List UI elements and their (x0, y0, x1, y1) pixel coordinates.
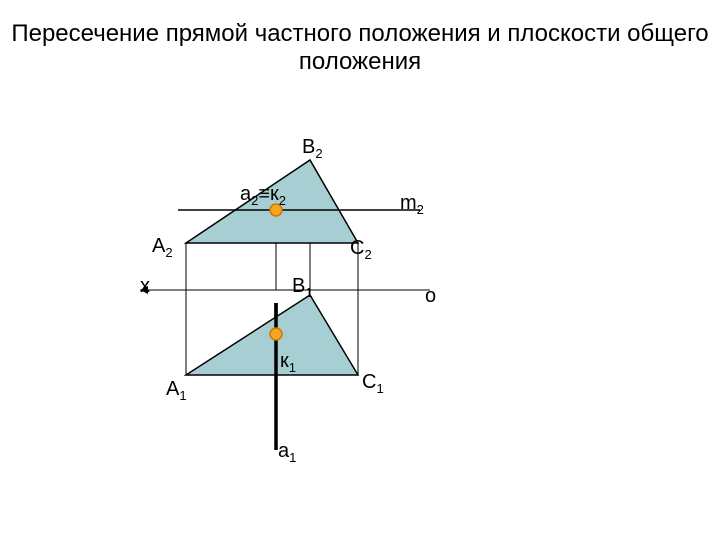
label-m2: m2 (400, 192, 424, 217)
label-x: х (140, 275, 150, 298)
label-a1: a1 (278, 440, 296, 465)
label-A1: А1 (166, 378, 187, 403)
diagram (0, 0, 720, 540)
label-B2: В2 (302, 136, 323, 161)
label-o: о (425, 285, 436, 308)
label-A2: А2 (152, 235, 173, 260)
label-B1: В1 (292, 275, 313, 300)
label-C2: С2 (350, 237, 372, 262)
label-a2k2: а2≡к2 (240, 183, 286, 208)
label-k1: к1 (280, 350, 296, 375)
label-C1: С1 (362, 371, 384, 396)
